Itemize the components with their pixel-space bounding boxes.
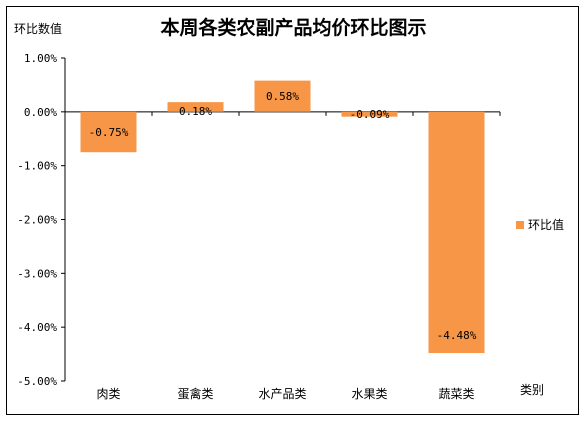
y-tick-label: 0.00% [24, 106, 57, 119]
bar [80, 111, 137, 153]
y-axis-label: 环比数值 [14, 22, 63, 36]
data-label: 0.58% [266, 90, 299, 103]
x-tick-label: 蛋禽类 [177, 386, 213, 401]
y-tick-label: -3.00% [17, 267, 57, 280]
data-label: 0.18% [179, 105, 212, 118]
legend-swatch [516, 220, 524, 229]
data-label: -0.75% [89, 126, 129, 139]
bar [428, 111, 485, 354]
y-tick-label: -4.00% [17, 321, 57, 334]
y-tick-label: -5.00% [17, 375, 57, 388]
bar [254, 80, 311, 112]
y-tick-label: -1.00% [17, 160, 57, 173]
legend: 环比值 [516, 216, 564, 233]
x-axis-label: 类别 [520, 383, 545, 397]
bar [167, 102, 224, 112]
chart-title: 本周各类农副产品均价环比图示 [160, 17, 427, 39]
y-tick-label: -2.00% [17, 214, 57, 227]
x-tick-label: 水产品类 [258, 387, 306, 401]
data-label: -0.09% [350, 108, 390, 121]
x-tick-label: 肉类 [96, 387, 120, 401]
x-tick-label: 水果类 [351, 387, 387, 401]
legend-label: 环比值 [528, 218, 565, 232]
x-tick-label: 蔬菜类 [438, 387, 474, 401]
data-label: -4.48% [437, 329, 477, 342]
bar [341, 111, 398, 117]
y-tick-label: 1.00% [24, 52, 57, 65]
